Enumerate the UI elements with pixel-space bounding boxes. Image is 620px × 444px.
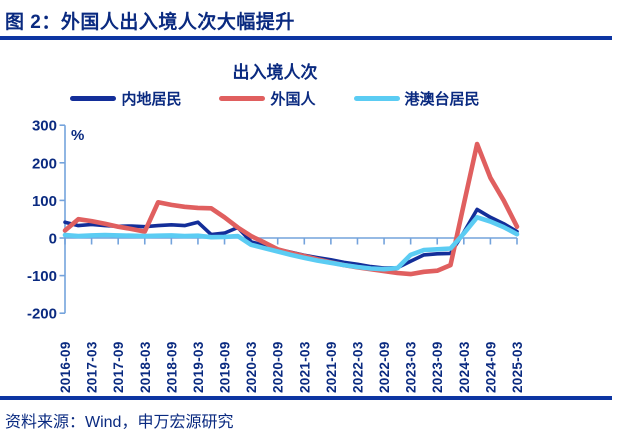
chart-title: 出入境人次 bbox=[232, 63, 318, 82]
legend-item-0: 内地居民 bbox=[70, 88, 181, 109]
x-axis-label: 2023-09 bbox=[430, 341, 445, 393]
legend-swatch-0 bbox=[70, 95, 117, 101]
x-axis-label: 2019-09 bbox=[218, 341, 233, 393]
legend-item-1: 外国人 bbox=[219, 88, 316, 109]
x-axis-label: 2023-03 bbox=[404, 341, 419, 393]
title-underline bbox=[0, 36, 612, 40]
y-axis-label: 200 bbox=[32, 155, 57, 172]
x-axis-label: 2024-03 bbox=[457, 341, 472, 393]
x-axis-label: 2020-09 bbox=[271, 341, 286, 393]
legend-label-1: 外国人 bbox=[270, 90, 316, 108]
x-axis-label: 2021-03 bbox=[297, 341, 312, 393]
x-axis-label: 2017-03 bbox=[85, 341, 100, 393]
chart-legend: 内地居民 外国人 港澳台居民 bbox=[0, 88, 550, 108]
x-axis-label: 2019-03 bbox=[191, 341, 206, 393]
x-axis-label: 2018-09 bbox=[164, 341, 179, 393]
y-axis-label: -200 bbox=[27, 306, 57, 323]
y-axis-label: 300 bbox=[32, 118, 57, 135]
x-axis-label: 2022-09 bbox=[377, 341, 392, 393]
y-axis-label: -100 bbox=[27, 268, 57, 285]
series-line-2 bbox=[62, 215, 520, 272]
legend-item-2: 港澳台居民 bbox=[353, 88, 480, 109]
legend-label-0: 内地居民 bbox=[121, 90, 182, 108]
footer-rule bbox=[0, 396, 612, 400]
y-axis-label: 100 bbox=[32, 193, 57, 210]
legend-swatch-2 bbox=[353, 95, 400, 101]
y-axis-label: 0 bbox=[49, 231, 57, 248]
x-axis-label: 2022-03 bbox=[350, 341, 365, 393]
x-axis-label: 2025-03 bbox=[510, 341, 525, 393]
x-axis-label: 2024-09 bbox=[483, 341, 498, 393]
x-axis-label: 2017-09 bbox=[111, 341, 126, 393]
source-note: 资料来源：Wind，申万宏源研究 bbox=[5, 414, 234, 431]
legend-label-2: 港澳台居民 bbox=[404, 90, 480, 108]
x-axis-label: 2018-03 bbox=[138, 341, 153, 393]
y-axis-unit-label: % bbox=[71, 127, 84, 144]
legend-swatch-1 bbox=[219, 95, 266, 101]
x-axis-label: 2020-03 bbox=[244, 341, 259, 393]
x-axis-label: 2021-09 bbox=[324, 341, 339, 393]
figure-title: 图 2：外国人出入境人次大幅提升 bbox=[5, 12, 295, 33]
line-chart: 300 200 100 0 -100 -200% 2016-09 2017-03 2017-09… bbox=[27, 118, 525, 393]
x-axis-label: 2016-09 bbox=[58, 341, 73, 393]
